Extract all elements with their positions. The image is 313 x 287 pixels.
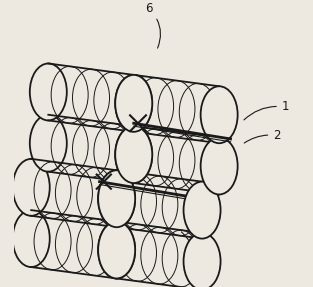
Ellipse shape	[201, 86, 238, 143]
Ellipse shape	[115, 75, 152, 132]
Ellipse shape	[115, 126, 152, 183]
Ellipse shape	[30, 63, 67, 121]
Text: 6: 6	[145, 2, 161, 48]
Ellipse shape	[13, 159, 50, 216]
Polygon shape	[48, 63, 134, 132]
Ellipse shape	[13, 210, 50, 267]
Ellipse shape	[201, 137, 238, 195]
Polygon shape	[31, 210, 117, 278]
Text: 2: 2	[244, 129, 281, 143]
Ellipse shape	[98, 170, 135, 227]
Ellipse shape	[98, 222, 135, 278]
Polygon shape	[134, 75, 219, 143]
Ellipse shape	[183, 233, 221, 287]
Ellipse shape	[30, 115, 67, 172]
Ellipse shape	[98, 222, 135, 278]
Polygon shape	[31, 159, 117, 227]
Ellipse shape	[115, 126, 152, 183]
Text: 1: 1	[244, 100, 289, 120]
Polygon shape	[117, 170, 202, 238]
Text: 61: 61	[43, 89, 83, 107]
Ellipse shape	[98, 170, 135, 227]
Polygon shape	[134, 126, 219, 195]
Polygon shape	[48, 115, 134, 183]
Ellipse shape	[183, 182, 221, 238]
Text: 6: 6	[181, 232, 201, 270]
Polygon shape	[117, 222, 202, 287]
Ellipse shape	[115, 75, 152, 132]
